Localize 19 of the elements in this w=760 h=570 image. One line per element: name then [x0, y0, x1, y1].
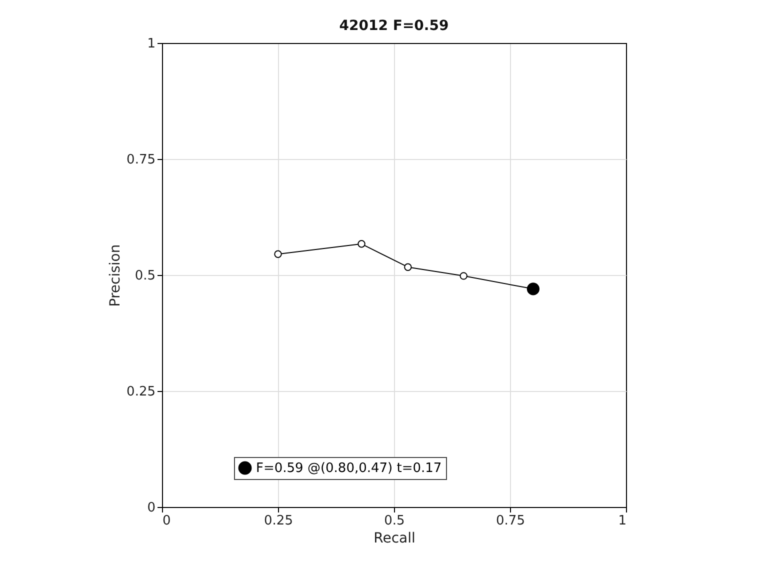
legend-label: F=0.59 @(0.80,0.47) t=0.17 — [256, 461, 442, 476]
chart-title: 42012 F=0.59 — [339, 18, 449, 34]
point — [526, 282, 540, 296]
x-tick-label: 1 — [618, 514, 626, 528]
x-axis-title: Recall — [374, 530, 416, 546]
y-axis-title: Precision — [108, 244, 124, 307]
point — [358, 240, 366, 248]
point — [404, 263, 412, 271]
x-tick-label: 0 — [162, 514, 171, 528]
y-tick-label: 0.25 — [126, 384, 156, 400]
x-tick-label: 0.5 — [384, 514, 405, 528]
point — [274, 250, 282, 258]
y-tick-label: 0.75 — [126, 152, 156, 168]
x-tick-label: 0.25 — [264, 514, 293, 528]
x-tick-label: 0.75 — [496, 514, 525, 528]
point — [460, 272, 468, 280]
y-tick-label: 0 — [147, 500, 156, 516]
y-tick-label: 0.5 — [134, 268, 156, 284]
y-tick-label: 1 — [147, 36, 156, 52]
